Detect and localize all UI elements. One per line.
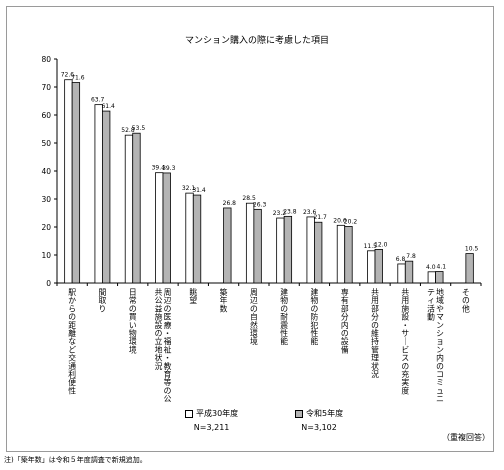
legend-label-series-2: 令和5年度 — [306, 409, 344, 418]
bar-series-1 — [64, 79, 73, 284]
y-tick-label: 30 — [41, 195, 51, 204]
legend-label-series-1: 平成30年度 — [196, 409, 239, 418]
x-category-label: 地域やマンション内のコミュニティ活動 — [427, 287, 444, 404]
data-label-series-1: 20.6 — [333, 217, 347, 224]
x-category-label: 専有部分内の設備 — [341, 287, 349, 354]
bar-series-2 — [344, 226, 353, 284]
data-labels: 72.6 63.7 52.8 39.4 32.1 28.5 23.2 23.6 20.6 11.5… — [61, 72, 479, 271]
data-label-series-1: 23.2 — [273, 210, 287, 217]
bar-series-1 — [367, 250, 376, 284]
bar-series-1 — [124, 134, 134, 284]
data-label-series-2: 26.3 — [253, 201, 267, 208]
bar-series-1 — [397, 263, 406, 284]
x-category-label: 共用部分の維持管理状況 — [371, 288, 379, 379]
data-label-series-2: 61.4 — [101, 103, 115, 110]
data-label-series-2: 7.8 — [406, 253, 416, 260]
bar-series-1 — [306, 216, 315, 284]
x-category-label: 共用施設・サ｜ビスの充実度 — [401, 288, 409, 395]
data-label-series-2: 31.4 — [192, 187, 206, 194]
data-label-series-2: 21.7 — [313, 214, 327, 221]
bar-series-1 — [94, 104, 103, 284]
y-tick-label: 20 — [41, 223, 51, 232]
y-tick-label: 40 — [41, 167, 51, 176]
bar-series-2 — [435, 271, 444, 284]
bar-series-2 — [404, 260, 414, 284]
x-category-label: 眺望 — [189, 287, 197, 305]
footnote: 注)「築年数」は令和５年度調査で新規追加。 — [4, 456, 147, 464]
data-label-series-2: 23.8 — [283, 208, 297, 215]
multiple-answer-note: （重複回答） — [442, 433, 490, 442]
bar-series-2 — [253, 208, 262, 284]
y-tick-label: 60 — [41, 111, 51, 120]
bar-series-1 — [336, 224, 346, 284]
bar-series-1 — [276, 217, 285, 284]
data-label-series-2: 53.5 — [132, 125, 146, 132]
legend-n-series-2: N=3,102 — [301, 423, 337, 432]
legend-swatch-series-2 — [295, 409, 303, 418]
data-label-series-1: 6.8 — [396, 256, 406, 263]
data-label-series-2: 4.1 — [437, 264, 447, 271]
data-label-series-2: 26.8 — [223, 200, 237, 207]
data-label-series-2: 10.5 — [465, 246, 479, 253]
chart-title: マンション購入の際に考慮した項目 — [185, 34, 329, 46]
data-label-series-1: 63.7 — [91, 97, 105, 104]
bars — [64, 79, 474, 284]
bar-chart: マンション購入の際に考慮した項目 0 10 20 30 40 50 60 70 80 72.6 6… — [41, 34, 482, 404]
x-category-label: 間取り — [99, 288, 107, 313]
chart-frame: マンション購入の際に考慮した項目 0 10 20 30 40 50 60 70 80 72.6 6… — [6, 6, 494, 452]
y-tick-label: 0 — [46, 279, 51, 288]
x-category-label: 建物の耐震性能 — [280, 287, 288, 346]
bar-series-2 — [162, 172, 171, 284]
x-category-label: 周辺の医療・福祉・教育等の公共公益施設の立地状況 — [155, 288, 172, 404]
bar-series-2 — [283, 215, 293, 284]
data-label-series-1: 32.1 — [182, 185, 196, 192]
data-label-series-1: 4.0 — [426, 264, 436, 271]
data-label-series-1: 72.6 — [61, 72, 75, 79]
data-label-series-2: 12.0 — [374, 241, 388, 248]
bar-series-2 — [374, 248, 383, 284]
x-category-label: 築年数 — [220, 287, 228, 313]
bar-series-1 — [185, 192, 194, 284]
bar-series-2 — [132, 132, 141, 284]
y-tick-label: 10 — [41, 251, 51, 260]
x-category-label: その他 — [462, 288, 470, 313]
data-label-series-1: 39.4 — [152, 165, 166, 172]
data-label-series-1: 28.5 — [242, 195, 256, 202]
x-category-label: 建物の防犯性能 — [311, 287, 319, 346]
x-category-label: 日常の買い物環境 — [129, 288, 137, 354]
data-label-series-1: 23.6 — [303, 209, 317, 216]
data-label-series-2: 71.6 — [71, 75, 85, 82]
bar-series-2 — [192, 194, 202, 284]
bar-series-2 — [102, 110, 111, 284]
legend-swatch-series-1 — [185, 409, 193, 418]
bar-series-2 — [71, 82, 81, 284]
legend-series-1: 平成30年度 N=3,211 — [185, 408, 238, 432]
legend-series-2: 令和5年度 N=3,102 — [295, 408, 343, 432]
y-tick-label: 80 — [41, 55, 51, 64]
bar-series-2 — [223, 207, 232, 284]
bar-series-1 — [245, 202, 255, 284]
data-label-series-2: 20.2 — [344, 218, 358, 225]
bar-series-2 — [465, 253, 474, 284]
y-tick-label: 70 — [41, 83, 51, 92]
data-label-series-2: 39.3 — [162, 165, 176, 172]
x-category-label: 駅からの距離など交通利便性 — [68, 288, 76, 395]
y-tick-label: 50 — [41, 139, 51, 148]
data-label-series-1: 11.5 — [364, 243, 378, 250]
bar-series-1 — [155, 172, 164, 284]
bar-series-1 — [427, 271, 436, 284]
x-category-label: 周辺の自然環境 — [250, 288, 258, 346]
bar-series-2 — [314, 221, 323, 284]
legend-n-series-1: N=3,211 — [193, 423, 230, 432]
data-label-series-1: 52.8 — [121, 127, 135, 134]
x-axis-category-labels: 駅からの距離など交通利便性 間取り 日常の買い物環境 周辺の医療・福祉・教育等の公共公… — [68, 287, 470, 404]
